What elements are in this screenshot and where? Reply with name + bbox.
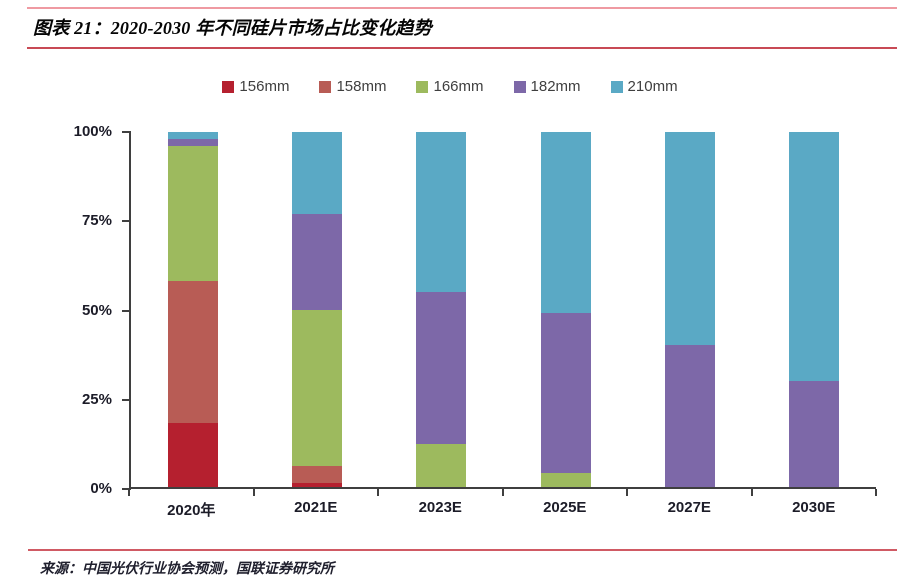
legend-label: 210mm [627, 78, 678, 95]
x-axis-label-2030E: 2030E [792, 499, 836, 516]
x-axis-labels: 2020年 2021E 2023E 2025E 2027E 2030E [129, 499, 876, 520]
bar-segment-182mm [292, 213, 343, 310]
bar-segment-156mm [168, 423, 219, 487]
x-axis-label-2027E: 2027E [667, 499, 711, 516]
y-axis-tick [122, 131, 131, 133]
legend-label: 182mm [530, 78, 581, 95]
bar-segment-210mm [664, 132, 715, 345]
bar-slot-2025E [504, 132, 628, 487]
x-axis-tick [750, 489, 753, 496]
y-axis-tick [122, 398, 131, 401]
stacked-bar-2023E [416, 132, 467, 487]
plot-area [129, 132, 876, 489]
bar-segment-210mm [416, 132, 467, 292]
y-axis-label-25: 25% [81, 390, 112, 408]
y-axis-tick [122, 309, 131, 312]
x-axis-tick [128, 489, 130, 496]
legend-swatch-icon [513, 80, 526, 93]
legend-label: 166mm [433, 78, 484, 95]
x-axis-label-2025E: 2025E [543, 499, 587, 516]
figure-title: 图表 21：2020-2030 年不同硅片市场占比变化趋势 [33, 18, 432, 38]
bar-slot-2030E [752, 132, 876, 487]
bar-segment-210mm [292, 132, 343, 214]
legend-label: 156mm [239, 78, 290, 95]
x-axis-tick [252, 489, 255, 496]
legend-item-210mm: 210mm [610, 78, 678, 95]
legend-item-158mm: 158mm [319, 78, 386, 95]
bar-segment-158mm [292, 465, 343, 484]
legend-item-182mm: 182mm [513, 78, 581, 95]
x-axis-tick [626, 489, 628, 496]
y-axis-label-50: 50% [81, 301, 112, 319]
bar-segment-166mm [416, 444, 467, 487]
legend-label: 158mm [336, 78, 387, 95]
stacked-bar-2020年 [168, 132, 219, 487]
stacked-bar-2027E [664, 132, 715, 487]
bar-slot-2023E [379, 132, 503, 487]
bar-segment-210mm [540, 132, 591, 314]
bar-segment-166mm [292, 309, 343, 466]
x-axis-tick [501, 489, 504, 496]
footer-rule [28, 549, 897, 551]
x-axis-label-2021E: 2021E [294, 499, 338, 516]
stacked-bar-2021E [292, 132, 343, 487]
bar-segment-182mm [540, 313, 591, 473]
source-note: 来源：中国光伏行业协会预测，国联证券研究所 [40, 562, 334, 577]
bar-segment-182mm [168, 139, 219, 147]
legend-item-166mm: 166mm [416, 78, 484, 95]
bar-segment-156mm [292, 483, 343, 487]
legend-swatch-icon [222, 80, 235, 93]
y-axis-tick [122, 220, 131, 223]
bar-segment-158mm [168, 281, 219, 424]
x-axis-label-2023E: 2023E [418, 499, 462, 516]
bar-segment-182mm [416, 291, 467, 445]
x-axis-tick [377, 489, 379, 496]
bar-slot-2027E [628, 132, 752, 487]
x-axis-tick [875, 489, 877, 496]
x-axis-label-2020年: 2020年 [167, 502, 216, 519]
bar-segment-182mm [664, 345, 715, 487]
bar-segment-182mm [788, 380, 839, 487]
bar-segment-210mm [168, 132, 219, 140]
header-top-rule [27, 7, 897, 9]
legend-swatch-icon [416, 80, 429, 93]
chart-legend: 156mm 158mm 166mm 182mm 210mm [0, 78, 900, 95]
bar-segment-166mm [168, 146, 219, 282]
title-underline-rule [27, 47, 897, 49]
bar-slot-2021E [255, 132, 379, 487]
legend-item-156mm: 156mm [222, 78, 289, 95]
y-axis-label-0: 0% [90, 480, 112, 497]
legend-swatch-icon [319, 80, 332, 93]
bar-segment-210mm [788, 132, 839, 381]
stacked-bar-2030E [788, 132, 839, 487]
bar-segment-166mm [540, 472, 591, 487]
y-axis-label-100: 100% [73, 123, 112, 140]
y-axis-label-75: 75% [81, 212, 112, 230]
bar-slot-2020年 [131, 132, 255, 487]
y-axis-tick [122, 488, 131, 490]
stacked-bar-2025E [540, 132, 591, 487]
legend-swatch-icon [610, 80, 623, 93]
